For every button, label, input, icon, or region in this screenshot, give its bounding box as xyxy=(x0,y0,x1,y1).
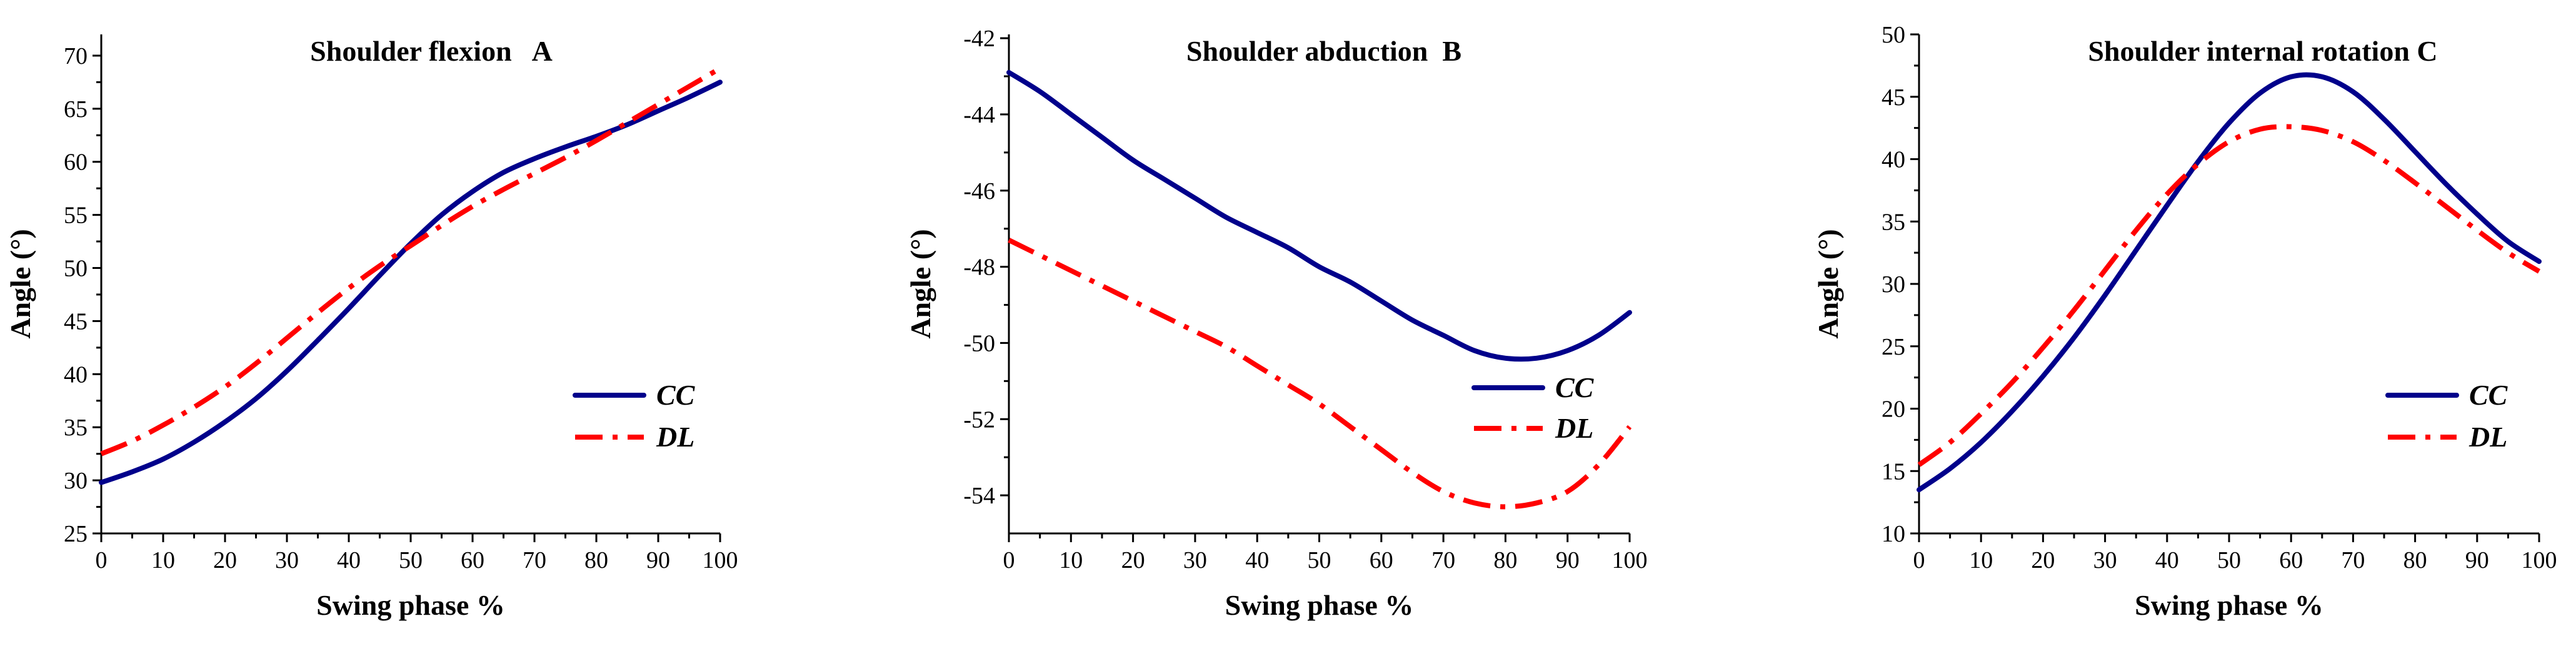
series-line-dl xyxy=(1008,238,1632,510)
x-tick-label: 90 xyxy=(1556,547,1580,573)
y-tick-label: -42 xyxy=(963,26,995,52)
y-tick-label: 65 xyxy=(64,96,88,123)
y-tick-label: -48 xyxy=(963,255,995,281)
chart-shoulder-abduction: 0 10 20 30 40 50 60 70 80 90 100 -54 -52 -50 -48 -46 -44… xyxy=(905,26,1648,621)
y-tick-label: 25 xyxy=(64,521,88,547)
legend-label-cc: CC xyxy=(2469,379,2508,411)
x-tick-label: 100 xyxy=(703,547,738,573)
legend-label-cc: CC xyxy=(656,379,696,411)
y-tick-label: -54 xyxy=(963,483,995,509)
y-tick-label: 30 xyxy=(1882,271,1905,298)
x-tick-label: 20 xyxy=(1121,547,1145,573)
chart-shoulder-flexion: 0 10 20 30 40 50 60 70 80 90 100 25 30 35 40 45 50 55 60 65… xyxy=(4,34,738,621)
x-tick-label: 30 xyxy=(1183,547,1207,573)
y-tick-label: 70 xyxy=(64,43,88,69)
x-tick-label: 70 xyxy=(1431,547,1455,573)
legend-label-cc: CC xyxy=(1555,371,1595,403)
y-axis-title: Angle (°) xyxy=(4,229,36,339)
series-line-dl xyxy=(1917,124,2541,467)
series-line-dl xyxy=(100,66,722,457)
legend-label-dl: DL xyxy=(656,421,694,453)
chart-title: Shoulder flexion A xyxy=(310,35,553,67)
chart-title: Shoulder abduction B xyxy=(1186,35,1461,67)
x-axis-title: Swing phase % xyxy=(1225,589,1414,621)
y-tick-label: 45 xyxy=(1882,84,1905,111)
x-tick-label: 50 xyxy=(399,547,423,573)
y-tick-label: 40 xyxy=(64,361,88,388)
x-tick-label: 90 xyxy=(2465,547,2489,573)
x-tick-label: 100 xyxy=(1612,547,1648,573)
x-tick-label: 0 xyxy=(1913,547,1925,573)
y-tick-label: 35 xyxy=(1882,209,1905,235)
x-tick-label: 40 xyxy=(337,547,361,573)
y-tick-label: -46 xyxy=(963,178,995,204)
x-axis-title: Swing phase % xyxy=(316,589,505,621)
legend-label-dl: DL xyxy=(2468,421,2507,453)
x-tick-label: 90 xyxy=(646,547,670,573)
axes-frame xyxy=(100,34,720,535)
y-tick-label: 40 xyxy=(1882,147,1905,173)
y-axis-title: Angle (°) xyxy=(1812,229,1844,339)
y-tick-label: 50 xyxy=(1882,22,1905,48)
legend-label-dl: DL xyxy=(1555,412,1593,444)
x-tick-label: 40 xyxy=(2155,547,2179,573)
x-tick-label: 50 xyxy=(2217,547,2241,573)
series-line-cc xyxy=(1917,72,2542,493)
y-tick-label: -50 xyxy=(963,330,995,356)
x-tick-label: 80 xyxy=(1493,547,1517,573)
x-tick-label: 70 xyxy=(2341,547,2365,573)
x-tick-label: 80 xyxy=(584,547,608,573)
chart-shoulder-internal-rotation: 0 10 20 30 40 50 60 70 80 90 100 10 15 20 25 30 35 40 45 50… xyxy=(1812,22,2557,621)
x-tick-label: 20 xyxy=(213,547,237,573)
y-tick-label: 15 xyxy=(1882,458,1905,485)
x-tick-label: 0 xyxy=(1003,547,1015,573)
y-tick-label: -44 xyxy=(963,102,995,128)
y-axis-title: Angle (°) xyxy=(905,229,936,339)
y-tick-label: 60 xyxy=(64,149,88,176)
chart-title: Shoulder internal rotation C xyxy=(2088,35,2437,67)
y-tick-label: 10 xyxy=(1882,521,1905,547)
x-tick-label: 20 xyxy=(2031,547,2055,573)
series-line-cc xyxy=(1006,69,1632,362)
x-tick-label: 30 xyxy=(2093,547,2117,573)
x-tick-label: 0 xyxy=(96,547,108,573)
x-tick-label: 80 xyxy=(2403,547,2427,573)
x-tick-label: 40 xyxy=(1245,547,1269,573)
x-tick-label: 70 xyxy=(523,547,546,573)
y-tick-label: 35 xyxy=(64,415,88,441)
x-tick-label: 60 xyxy=(2279,547,2303,573)
x-tick-label: 60 xyxy=(1370,547,1393,573)
x-tick-label: 60 xyxy=(461,547,484,573)
y-tick-label: 55 xyxy=(64,203,88,229)
x-tick-label: 10 xyxy=(1969,547,1993,573)
axes-frame xyxy=(1008,34,1630,535)
x-tick-label: 100 xyxy=(2522,547,2557,573)
x-tick-label: 50 xyxy=(1308,547,1331,573)
x-tick-label: 30 xyxy=(275,547,299,573)
series-line-cc xyxy=(99,79,723,485)
x-axis-title: Swing phase % xyxy=(2135,589,2323,621)
y-tick-label: -52 xyxy=(963,406,995,433)
y-tick-label: 25 xyxy=(1882,334,1905,360)
x-tick-label: 10 xyxy=(1059,547,1083,573)
x-tick-label: 10 xyxy=(151,547,175,573)
y-tick-label: 20 xyxy=(1882,396,1905,423)
y-tick-label: 50 xyxy=(64,256,88,282)
y-tick-label: 45 xyxy=(64,308,88,335)
y-tick-label: 30 xyxy=(64,468,88,494)
axes-frame xyxy=(1918,34,2539,535)
